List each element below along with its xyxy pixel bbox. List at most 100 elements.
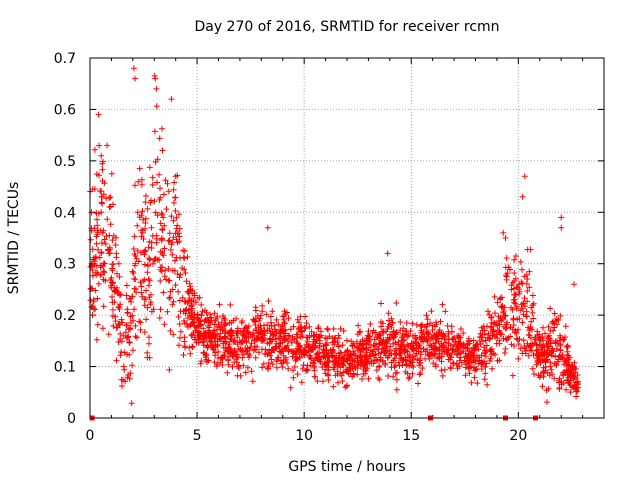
data-point [127, 319, 134, 326]
data-point [320, 378, 326, 385]
data-point [376, 364, 383, 370]
data-point [93, 233, 100, 240]
data-point [101, 236, 108, 243]
data-point [349, 342, 356, 349]
data-point [131, 251, 138, 257]
data-point [375, 375, 382, 381]
data-point [499, 316, 506, 323]
data-point [362, 346, 369, 353]
data-point [256, 318, 262, 324]
data-point [200, 331, 207, 338]
data-point [124, 310, 131, 317]
data-point [297, 334, 304, 340]
data-point [95, 246, 101, 253]
data-point [161, 222, 168, 229]
data-point [403, 320, 410, 326]
data-point [159, 125, 165, 132]
data-point [454, 333, 461, 340]
data-point [115, 290, 122, 297]
data-point [197, 322, 204, 329]
data-point [96, 254, 103, 261]
data-point [429, 327, 436, 333]
data-point [176, 211, 182, 218]
data-point [502, 235, 509, 241]
data-point [120, 332, 127, 339]
data-point [200, 325, 207, 332]
data-point [513, 284, 520, 291]
data-point [246, 352, 253, 359]
data-point [545, 323, 552, 330]
data-point [280, 327, 287, 334]
data-point [258, 325, 264, 332]
data-point [93, 240, 100, 247]
data-point [207, 311, 214, 318]
data-point [488, 314, 495, 321]
data-point [115, 304, 122, 311]
data-point [369, 348, 376, 355]
data-point [221, 317, 228, 323]
data-point [395, 359, 402, 366]
data-point [170, 331, 177, 338]
data-point [174, 222, 181, 229]
data-point [137, 319, 144, 326]
data-point [495, 313, 502, 320]
data-point [454, 351, 461, 358]
data-point [491, 293, 498, 300]
data-point [243, 338, 250, 345]
data-point [169, 251, 176, 258]
data-point [123, 282, 130, 289]
data-point [123, 292, 130, 299]
data-point [357, 358, 364, 365]
data-point [186, 344, 193, 351]
data-point [382, 361, 389, 368]
data-point [415, 348, 422, 355]
data-point [393, 376, 400, 383]
data-point [265, 360, 272, 366]
data-point [458, 349, 465, 356]
data-point [166, 295, 173, 302]
data-point [370, 360, 377, 367]
data-point [379, 320, 386, 327]
data-point [99, 178, 106, 184]
data-point [482, 353, 489, 360]
data-point [393, 300, 400, 306]
data-point [299, 328, 305, 335]
data-point [374, 357, 381, 364]
data-point [242, 369, 249, 376]
data-point [90, 305, 97, 312]
data-point [527, 334, 534, 341]
data-point [99, 166, 106, 173]
data-point [484, 334, 491, 341]
data-point [319, 349, 326, 356]
data-point [464, 352, 471, 359]
data-point [397, 327, 404, 334]
data-point [562, 323, 569, 330]
data-point [398, 341, 405, 348]
data-point [249, 378, 256, 385]
data-point [311, 363, 318, 370]
data-point [560, 380, 567, 387]
data-point [136, 318, 143, 325]
data-point [100, 191, 107, 198]
data-point [378, 323, 385, 330]
data-point [209, 342, 216, 349]
data-point [421, 335, 428, 342]
data-point [146, 256, 153, 263]
data-point [99, 271, 105, 278]
data-point [463, 355, 470, 362]
data-point [352, 365, 359, 371]
data-point [244, 364, 251, 371]
data-point [159, 226, 166, 233]
data-point [439, 301, 446, 308]
data-point [507, 324, 514, 331]
data-point [435, 335, 442, 342]
data-point [498, 331, 505, 338]
data-point [363, 359, 370, 366]
data-point [482, 370, 489, 377]
data-point [167, 328, 174, 334]
data-point [499, 303, 506, 309]
data-point [214, 331, 220, 338]
data-point [544, 335, 551, 342]
data-point [240, 362, 247, 369]
data-point [294, 316, 301, 323]
